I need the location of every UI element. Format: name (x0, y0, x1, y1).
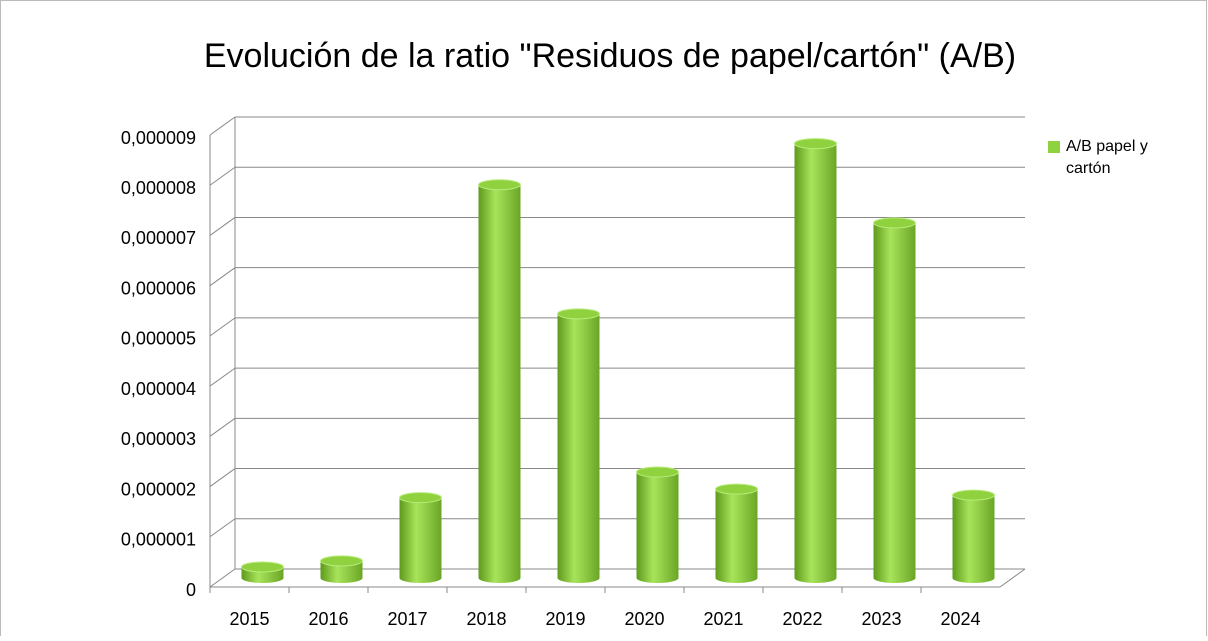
y-tick-label: 0,000001 (121, 530, 196, 550)
bar (794, 138, 837, 584)
x-tick-label: 2021 (703, 609, 743, 629)
legend-label: A/B papel y cartón (1066, 138, 1148, 177)
x-tick-label: 2019 (545, 609, 585, 629)
x-tick-label: 2024 (940, 609, 980, 629)
y-tick-label: 0,000004 (121, 379, 196, 399)
grid-line (209, 468, 236, 487)
bar (873, 217, 916, 583)
y-tick-label: 0,000007 (121, 228, 196, 248)
x-tick-label: 2020 (624, 609, 664, 629)
y-tick-label: 0,000002 (121, 479, 196, 499)
grid-line (209, 217, 236, 236)
x-tick-label: 2023 (861, 609, 901, 629)
grid-line (209, 417, 236, 437)
grid-line (209, 568, 236, 588)
x-tick-label: 2022 (782, 609, 822, 629)
bar (399, 492, 442, 583)
bar (320, 555, 363, 583)
y-tick-label: 0,000003 (121, 429, 196, 449)
chart-title: Evolución de la ratio "Residuos de papel… (204, 37, 1016, 75)
y-tick-label: 0 (186, 580, 196, 600)
y-tick-label: 0,000005 (121, 329, 196, 349)
y-tick-label: 0,000009 (121, 128, 196, 148)
floor-edge (999, 568, 1026, 588)
bar (715, 483, 758, 583)
grid-line (209, 267, 236, 287)
x-tick-label: 2018 (466, 609, 506, 629)
grid-line (209, 367, 236, 387)
x-tick-label: 2015 (229, 609, 269, 629)
bar (478, 179, 521, 583)
grid-line (209, 166, 236, 186)
bar (952, 489, 995, 583)
y-tick-label: 0,000006 (121, 278, 196, 298)
bar (241, 561, 284, 583)
y-tick-label: 0,000008 (121, 178, 196, 198)
bar (557, 308, 600, 583)
x-tick-label: 2016 (308, 609, 348, 629)
legend-swatch (1048, 141, 1060, 153)
grid-line (209, 317, 236, 337)
bar (636, 466, 679, 583)
x-tick-label: 2017 (387, 609, 427, 629)
grid-line (209, 116, 236, 136)
grid-line (209, 518, 236, 538)
